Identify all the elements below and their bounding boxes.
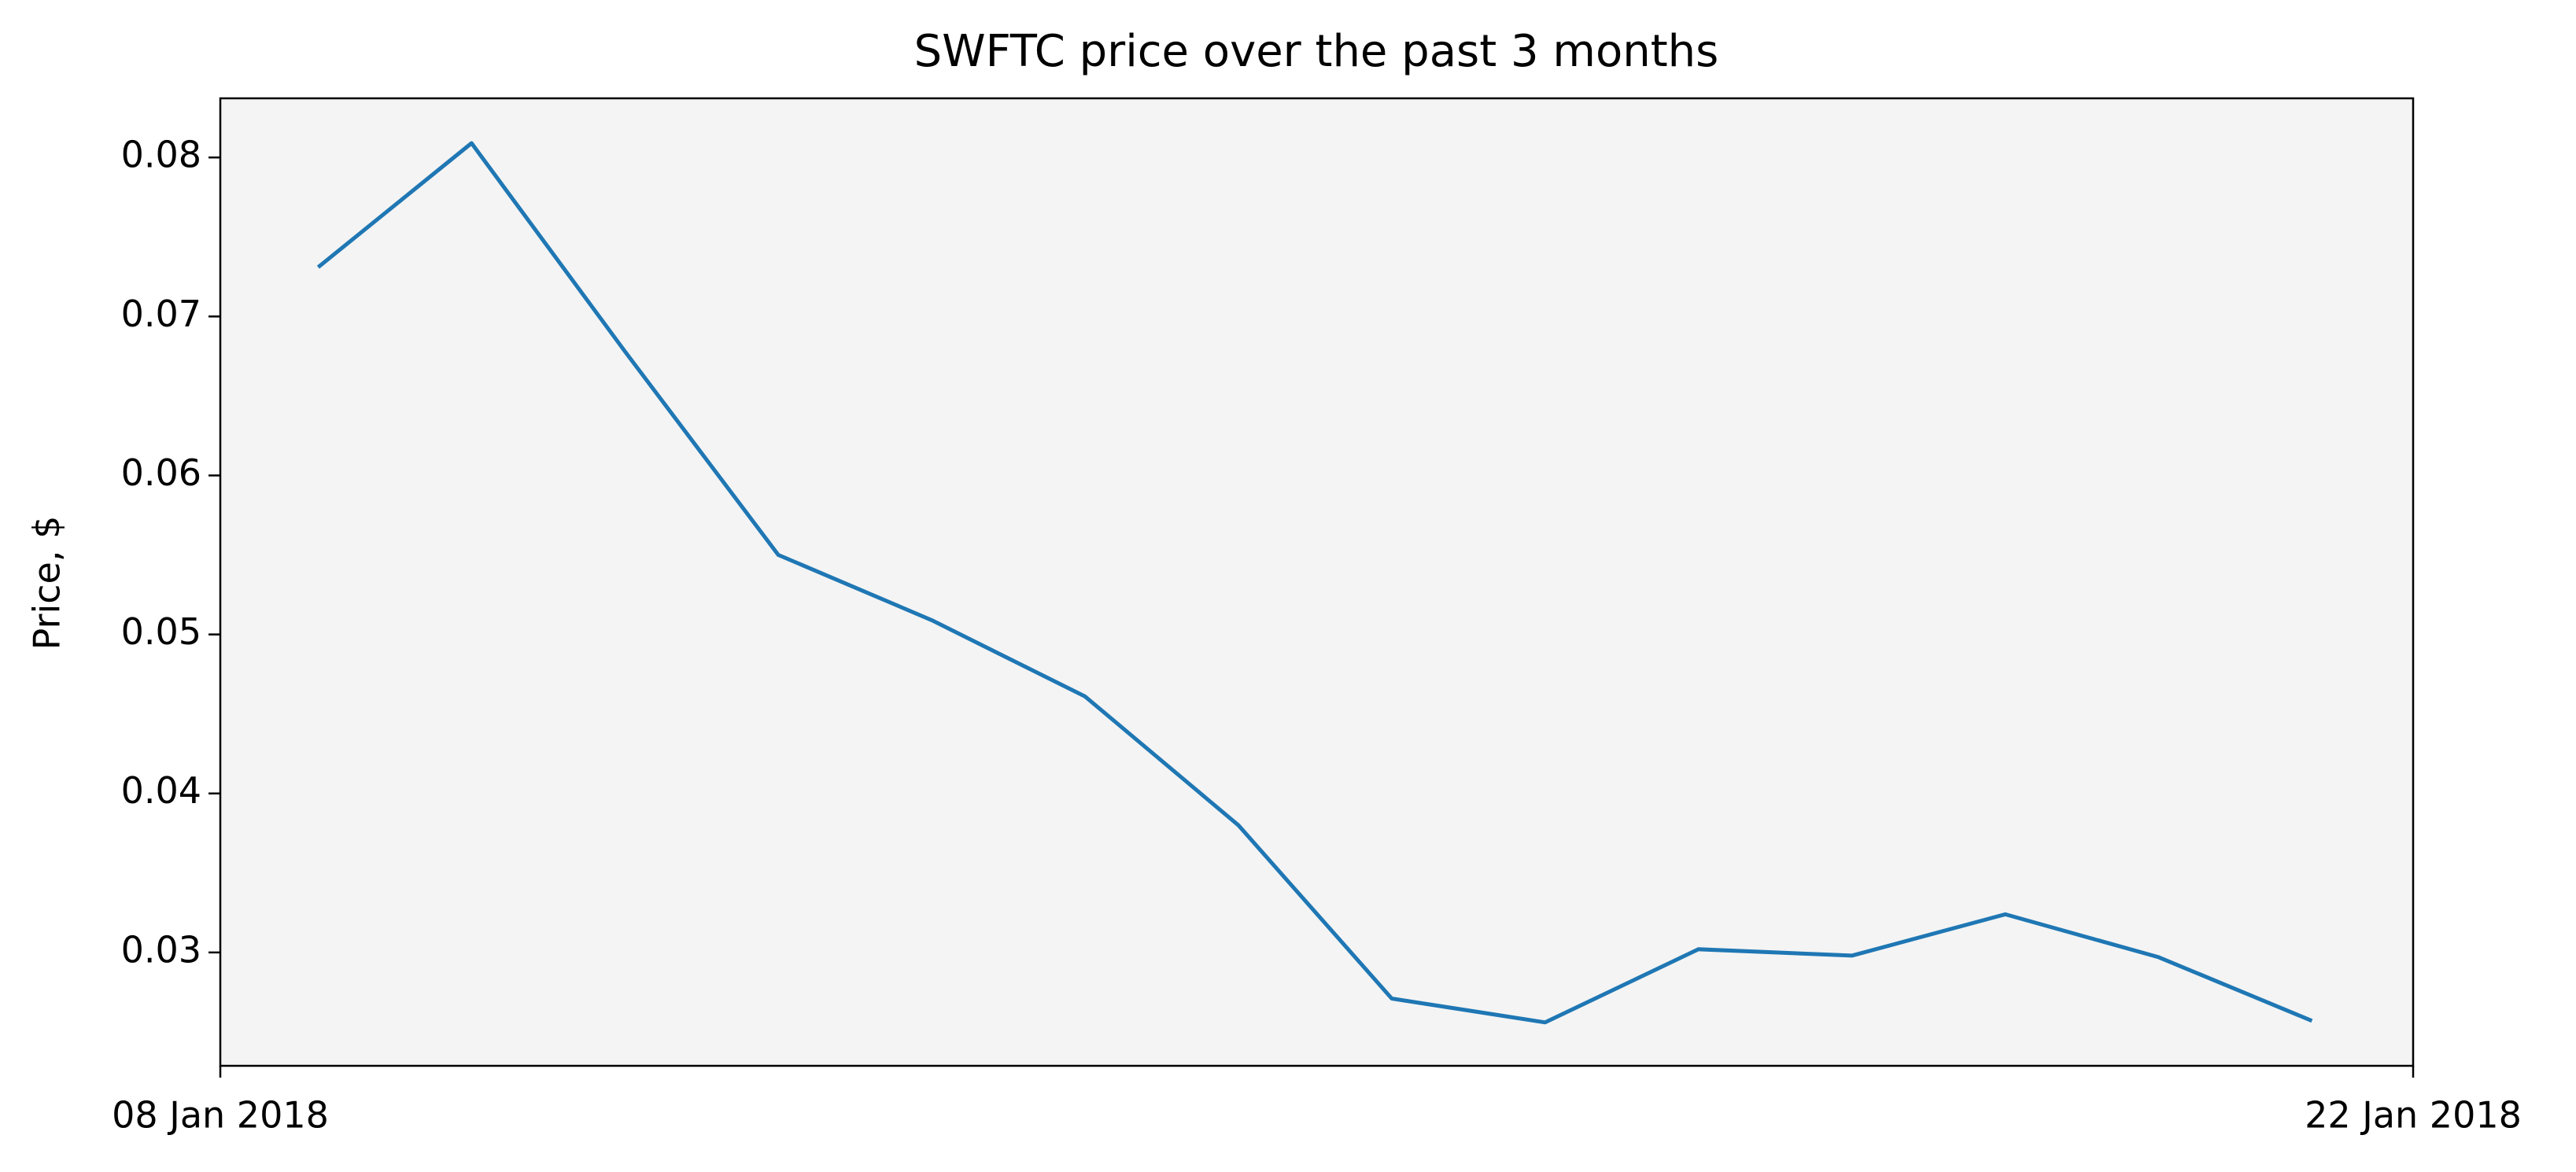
y-tick-label: 0.06 bbox=[121, 451, 201, 494]
y-tick-label: 0.03 bbox=[121, 928, 201, 971]
y-tick-label: 0.05 bbox=[121, 610, 201, 653]
chart-title: SWFTC price over the past 3 months bbox=[914, 26, 1719, 77]
plot-frame bbox=[219, 97, 2415, 1067]
y-tick-label: 0.04 bbox=[121, 769, 201, 812]
plot-area bbox=[220, 98, 2413, 1066]
price-line bbox=[316, 141, 2313, 1025]
y-tick-label: 0.07 bbox=[121, 293, 201, 335]
x-tick-label: 22 Jan 2018 bbox=[2305, 1094, 2522, 1137]
x-tick-label: 08 Jan 2018 bbox=[112, 1094, 329, 1137]
y-axis-label: Price, $ bbox=[26, 516, 68, 650]
y-tick-label: 0.08 bbox=[121, 134, 201, 176]
